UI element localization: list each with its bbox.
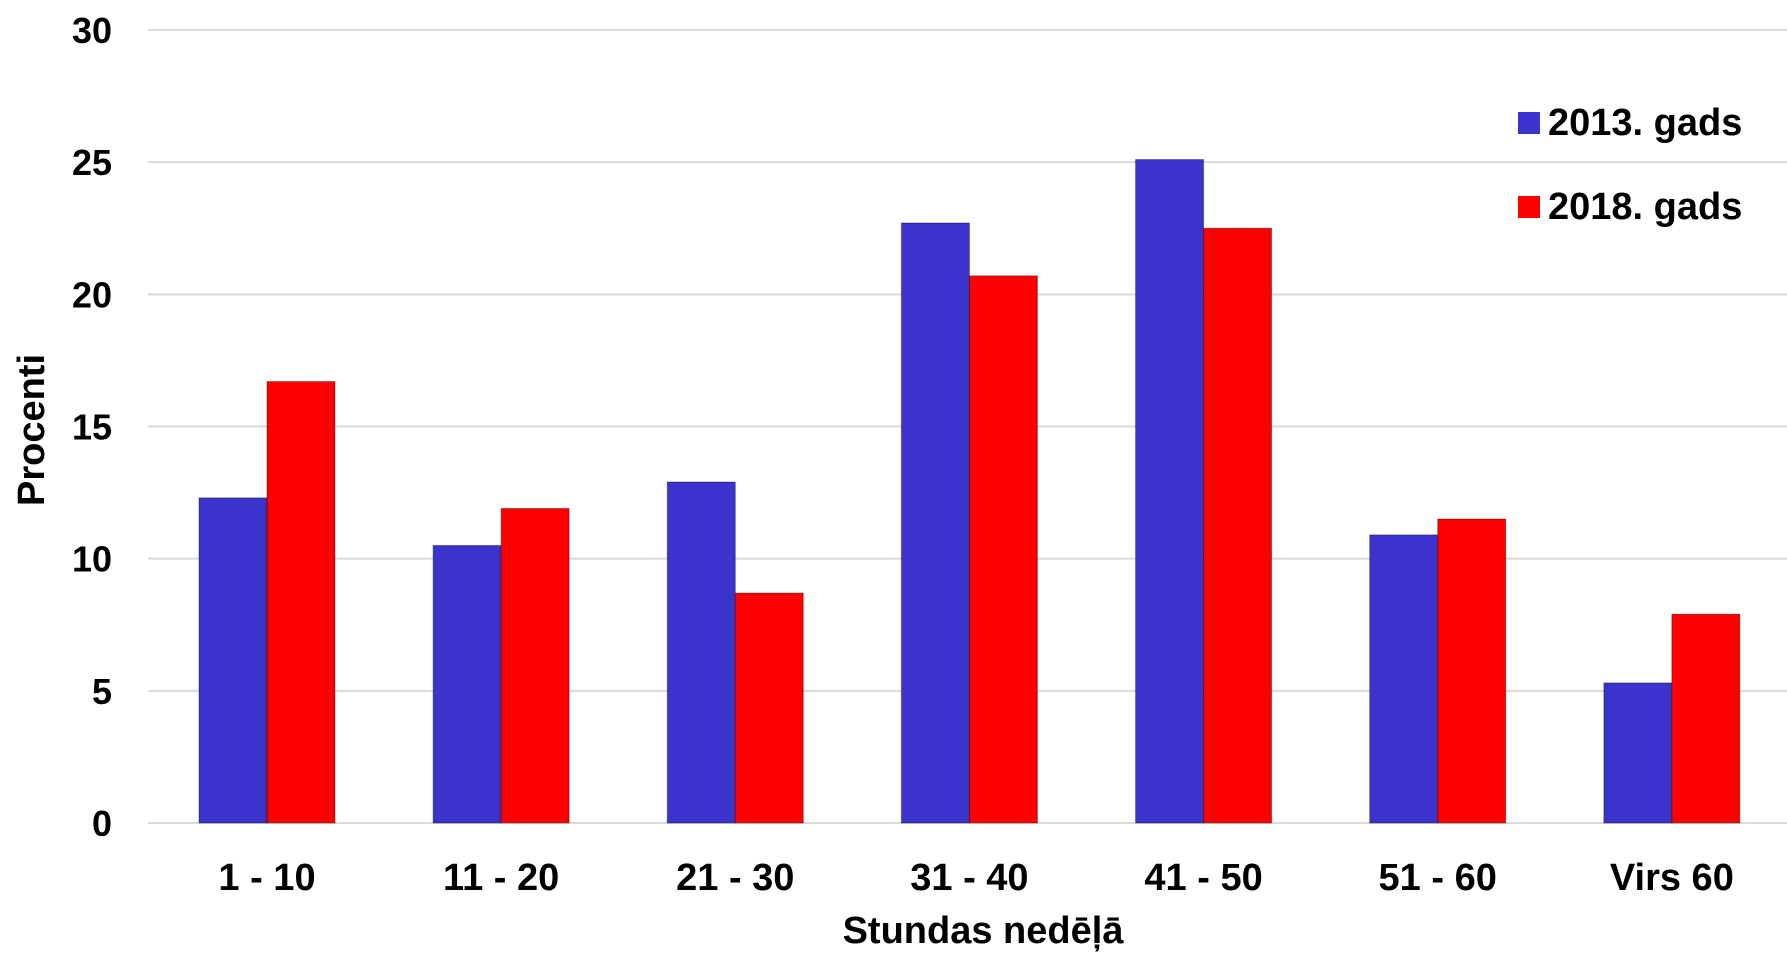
x-category-label: 31 - 40	[910, 857, 1028, 899]
bars	[198, 159, 1741, 824]
bar-series2	[1203, 227, 1273, 824]
legend: 2013. gads 2018. gads	[1518, 102, 1742, 228]
bar-series2	[734, 592, 804, 824]
y-axis-ticks: 0 5 10 15 20 25 30	[72, 10, 112, 844]
y-axis-title: Procenti	[11, 354, 53, 506]
bar-series1	[1603, 682, 1673, 824]
legend-swatch	[1518, 196, 1540, 218]
bar-series2	[266, 381, 336, 824]
y-tick-label: 15	[72, 407, 112, 448]
bar-series2	[1437, 518, 1507, 824]
bar-series1	[432, 544, 502, 824]
y-tick-label: 25	[72, 142, 112, 183]
y-tick-label: 5	[92, 671, 112, 712]
x-axis-title: Stundas nedēļā	[843, 910, 1125, 952]
legend-label: 2013. gads	[1548, 102, 1742, 144]
x-axis-labels: 1 - 10 11 - 20 21 - 30 31 - 40 41 - 50 51 - 6…	[218, 857, 1733, 899]
y-tick-label: 20	[72, 274, 112, 315]
legend-label: 2018. gads	[1548, 186, 1742, 228]
x-category-label: Virs 60	[1610, 857, 1734, 899]
x-category-label: 11 - 20	[443, 857, 559, 899]
x-category-label: 1 - 10	[218, 857, 315, 899]
y-tick-label: 30	[72, 10, 112, 51]
bar-series2	[500, 507, 570, 824]
bar-series1	[1135, 159, 1205, 824]
bar-series2	[968, 275, 1038, 824]
bar-series1	[666, 481, 736, 824]
legend-swatch	[1518, 112, 1540, 134]
y-tick-label: 0	[92, 803, 112, 844]
y-tick-label: 10	[72, 539, 112, 580]
x-category-label: 41 - 50	[1144, 857, 1262, 899]
bar-series2	[1671, 613, 1741, 824]
bar-series1	[198, 497, 268, 824]
x-category-label: 21 - 30	[676, 857, 794, 899]
x-category-label: 51 - 60	[1379, 857, 1497, 899]
bar-series1	[1369, 534, 1439, 824]
bar-series1	[900, 222, 970, 824]
